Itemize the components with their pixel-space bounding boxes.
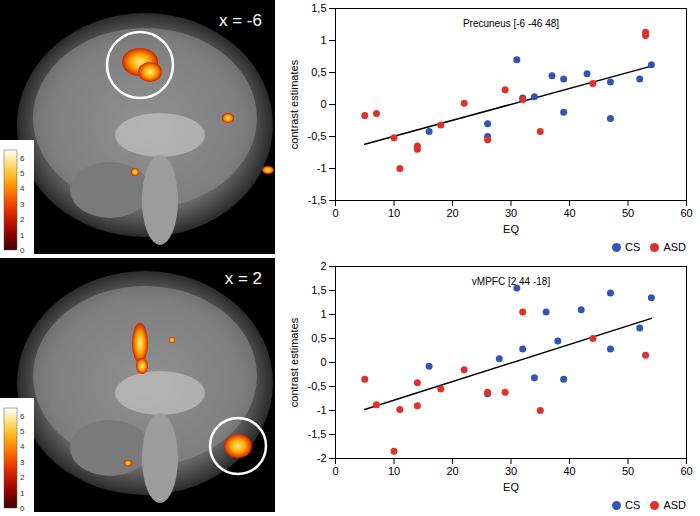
svg-text:contrast estimates: contrast estimates <box>288 59 300 149</box>
svg-text:vMPFC [2 44 -18]: vMPFC [2 44 -18] <box>472 276 551 287</box>
svg-text:20: 20 <box>446 207 458 219</box>
svg-text:contrast estimates: contrast estimates <box>288 317 300 407</box>
svg-text:EQ: EQ <box>503 223 519 235</box>
svg-text:0: 0 <box>20 246 25 255</box>
svg-text:0,5: 0,5 <box>311 332 326 344</box>
svg-text:60: 60 <box>680 207 692 219</box>
html-text:CS: CS <box>625 499 641 511</box>
html-text:CS: CS <box>625 241 641 253</box>
svg-text:1: 1 <box>20 489 25 498</box>
svg-text:5: 5 <box>20 169 25 178</box>
svg-text:-1: -1 <box>317 162 327 174</box>
svg-text:0: 0 <box>320 356 326 368</box>
svg-text:Precuneus [-6 -46 48]: Precuneus [-6 -46 48] <box>463 18 559 29</box>
svg-text:60: 60 <box>680 465 692 477</box>
svg-text:-0,5: -0,5 <box>308 380 327 392</box>
svg-text:6: 6 <box>20 154 25 163</box>
svg-text:0: 0 <box>332 465 338 477</box>
svg-text:1: 1 <box>320 308 326 320</box>
svg-text:5: 5 <box>20 427 25 436</box>
svg-text:6: 6 <box>20 412 25 421</box>
svg-text:-1,5: -1,5 <box>308 428 327 440</box>
svg-text:x = 2: x = 2 <box>225 269 262 288</box>
svg-text:10: 10 <box>388 465 400 477</box>
svg-text:1,5: 1,5 <box>311 284 326 296</box>
svg-text:-2: -2 <box>317 452 327 464</box>
svg-text:10: 10 <box>388 207 400 219</box>
svg-text:-1,5: -1,5 <box>308 194 327 206</box>
svg-text:30: 30 <box>505 207 517 219</box>
svg-text:30: 30 <box>505 465 517 477</box>
svg-text:1: 1 <box>20 231 25 240</box>
html-text:ASD: ASD <box>663 499 686 511</box>
svg-text:1,5: 1,5 <box>311 2 326 14</box>
svg-text:40: 40 <box>563 207 575 219</box>
svg-text:0,5: 0,5 <box>311 66 326 78</box>
svg-text:3: 3 <box>20 200 25 209</box>
svg-text:4: 4 <box>20 184 25 193</box>
svg-text:-1: -1 <box>317 404 327 416</box>
svg-text:2: 2 <box>20 215 25 224</box>
svg-text:0: 0 <box>20 504 25 513</box>
svg-text:2: 2 <box>320 260 326 272</box>
svg-text:4: 4 <box>20 442 25 451</box>
svg-text:3: 3 <box>20 458 25 467</box>
svg-text:2: 2 <box>20 473 25 482</box>
svg-text:0: 0 <box>332 207 338 219</box>
svg-text:20: 20 <box>446 465 458 477</box>
svg-text:x = -6: x = -6 <box>219 11 262 30</box>
svg-text:40: 40 <box>563 465 575 477</box>
svg-text:EQ: EQ <box>503 481 519 493</box>
svg-text:50: 50 <box>622 207 634 219</box>
svg-text:1: 1 <box>320 34 326 46</box>
svg-text:50: 50 <box>622 465 634 477</box>
html-text:ASD: ASD <box>663 241 686 253</box>
svg-text:-0,5: -0,5 <box>308 130 327 142</box>
svg-text:0: 0 <box>320 98 326 110</box>
